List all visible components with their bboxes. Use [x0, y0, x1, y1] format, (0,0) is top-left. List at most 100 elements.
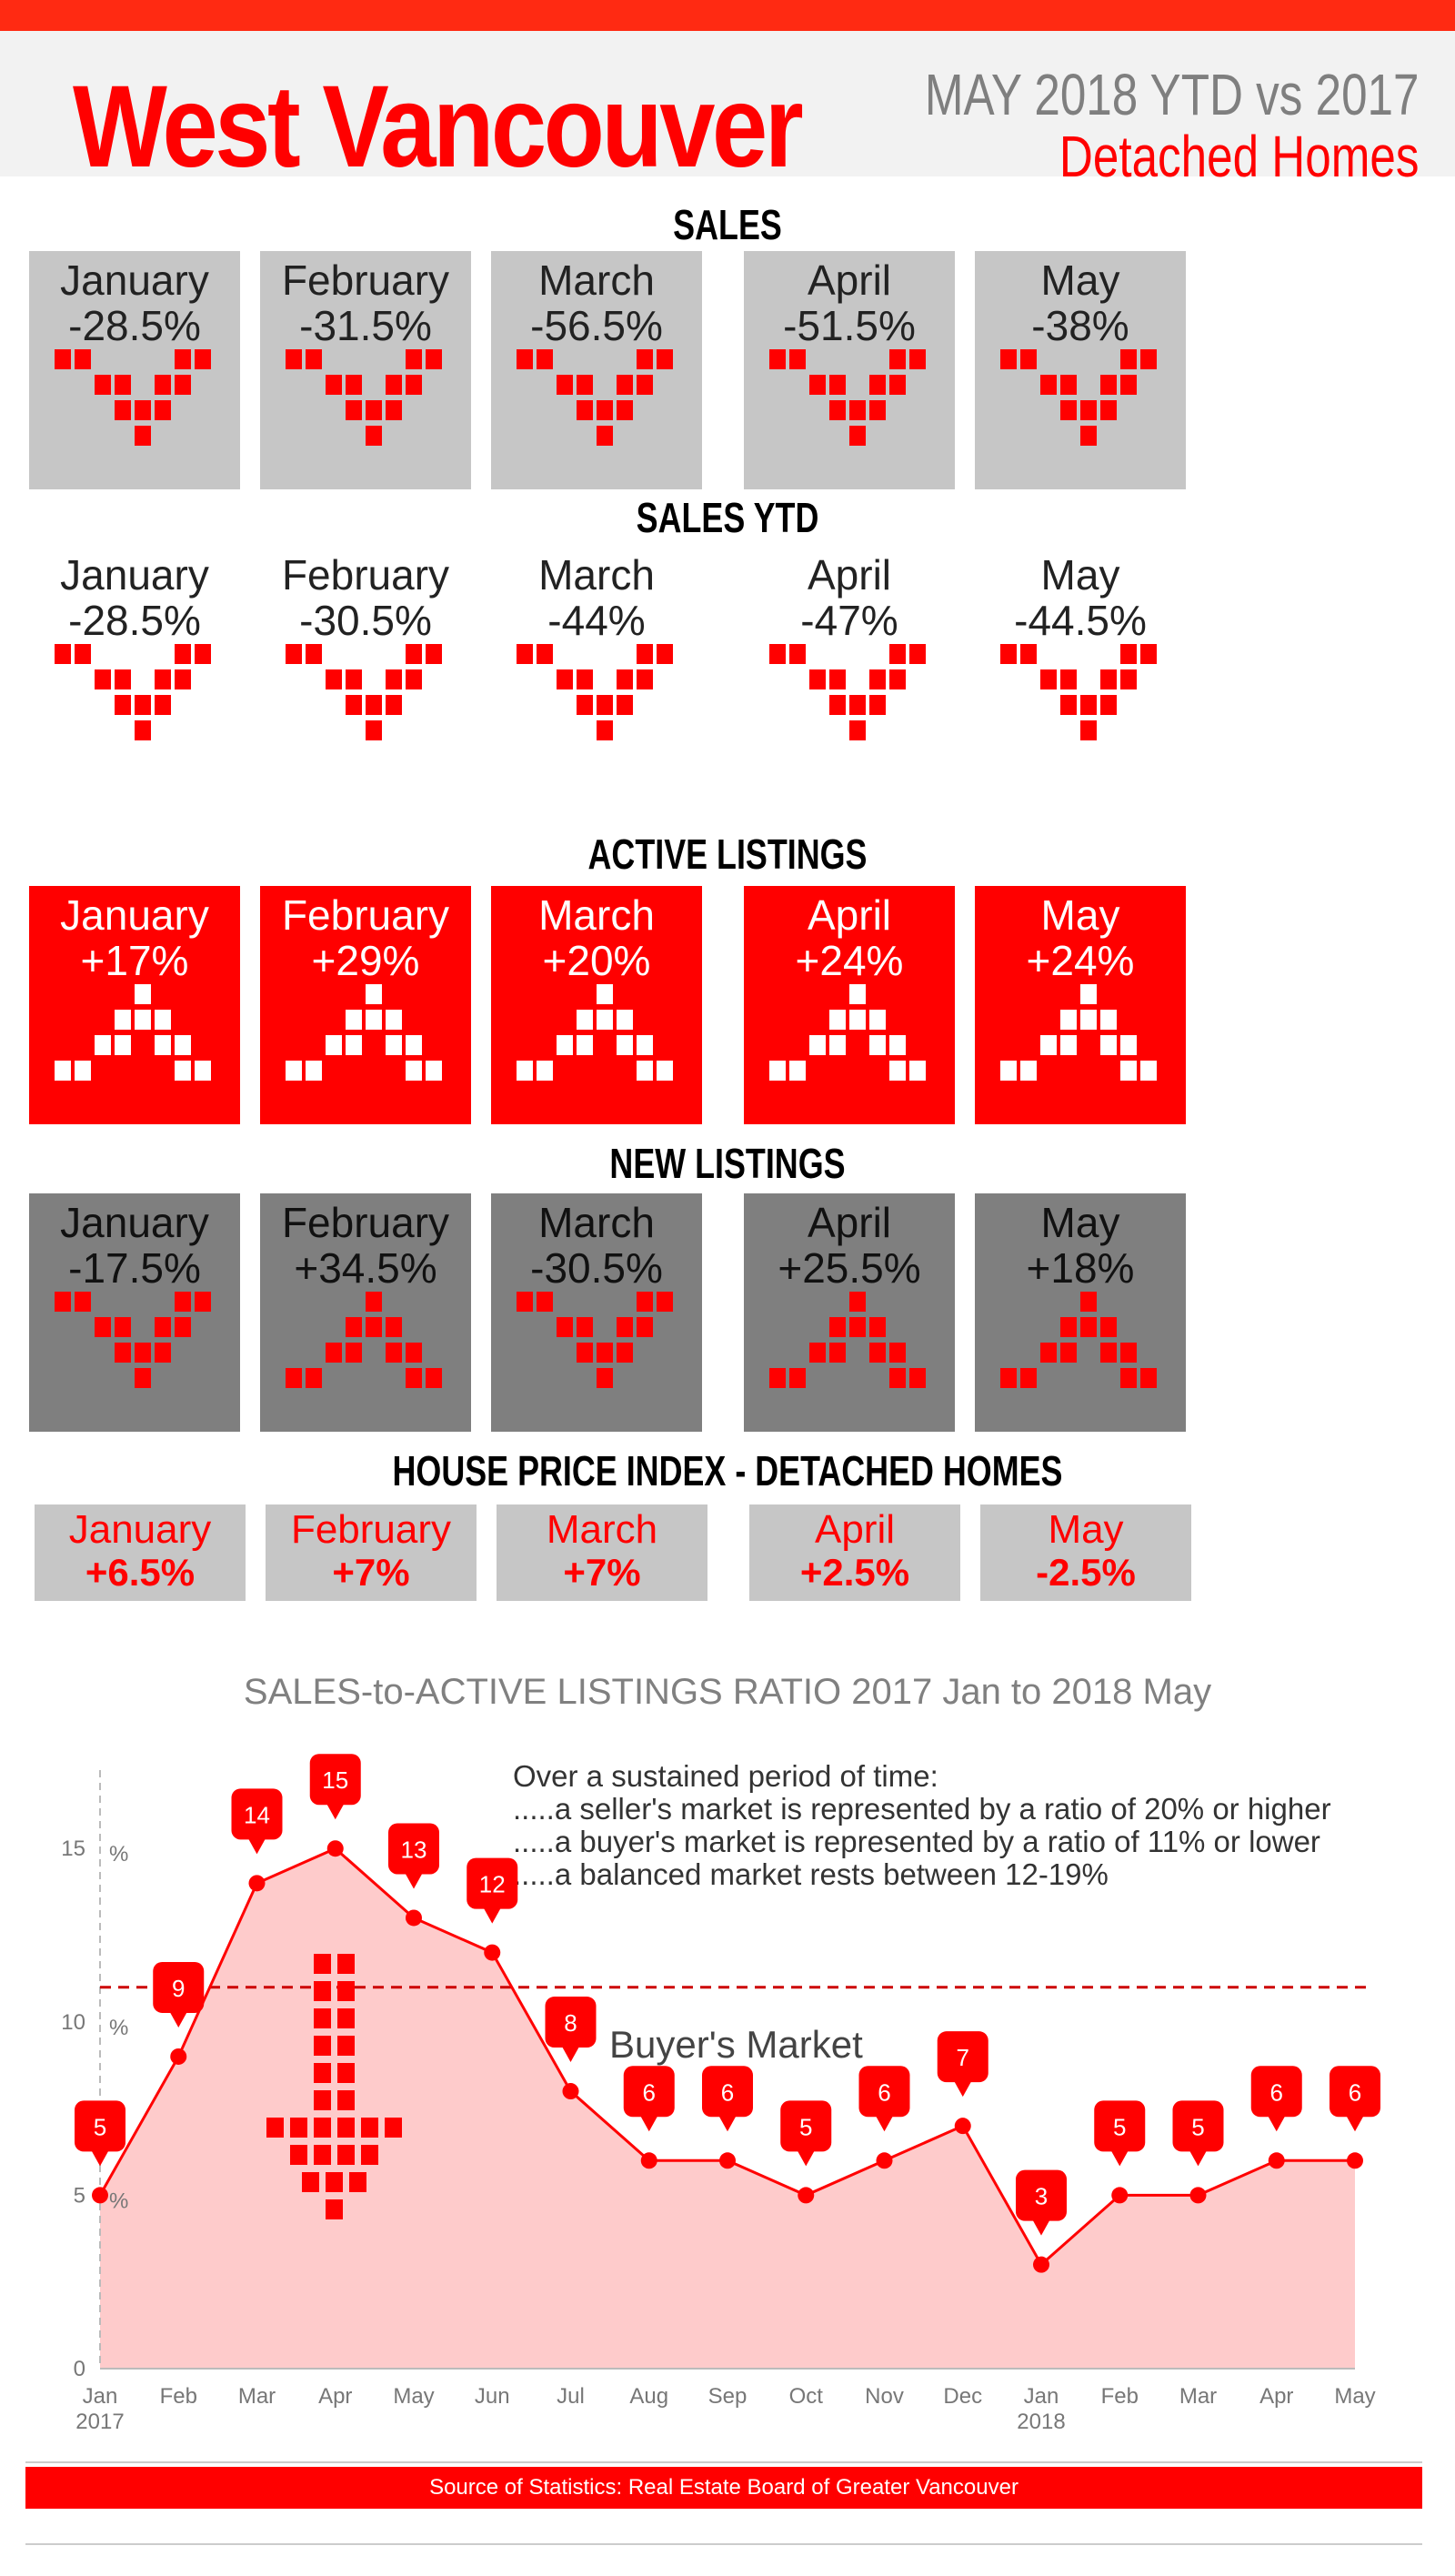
svg-text:6: 6 — [721, 2078, 734, 2106]
arrow-pixel — [115, 1035, 131, 1055]
tile-month: April — [807, 257, 892, 304]
new-listings-tile: January -17.5% — [29, 1193, 240, 1432]
data-label: 6 — [858, 2066, 910, 2132]
data-label: 9 — [153, 1961, 205, 2028]
tile-month: January — [60, 1199, 209, 1246]
arrow-pixel — [366, 984, 382, 1004]
sales-tile: January -28.5% — [29, 251, 240, 489]
hpi-tile: March +7% — [497, 1504, 707, 1601]
arrow-pixel — [1000, 1061, 1017, 1081]
arrow-pixel — [155, 1317, 171, 1337]
arrow-pixel — [406, 669, 422, 689]
arrow-pixel — [366, 400, 382, 420]
period-subtitle: MAY 2018 YTD vs 2017 — [924, 62, 1419, 127]
arrow-pixel — [1040, 669, 1057, 689]
arrow-pixel — [829, 669, 846, 689]
arrow-pixel — [95, 1317, 111, 1337]
arrow-pixel — [557, 1035, 573, 1055]
data-label: 5 — [75, 2100, 125, 2167]
data-point — [1189, 2187, 1207, 2204]
arrow-pixel — [175, 669, 191, 689]
arrow-pixel — [1060, 375, 1077, 395]
arrow-pixel — [55, 349, 71, 369]
arrow-pixel — [1140, 1061, 1157, 1081]
arrow-pixel — [1020, 349, 1037, 369]
tile-value: -56.5% — [530, 302, 663, 349]
buyers-market-arrow-block — [337, 1954, 355, 1974]
chart-title: SALES-to-ACTIVE LISTINGS RATIO 2017 Jan … — [243, 1672, 1212, 1712]
buyers-market-arrow-block — [361, 2118, 378, 2138]
data-label: 8 — [545, 1997, 597, 2063]
arrow-pixel — [346, 1035, 362, 1055]
arrow-pixel — [426, 644, 442, 664]
tile-month: March — [538, 891, 655, 939]
arrow-pixel — [155, 669, 171, 689]
arrow-pixel — [155, 1010, 171, 1030]
arrow-pixel — [406, 1035, 422, 1055]
hpi-value: +6.5% — [85, 1551, 196, 1594]
arrow-pixel — [175, 1061, 191, 1081]
arrow-pixel — [1060, 669, 1077, 689]
svg-text:6: 6 — [878, 2078, 890, 2106]
arrow-pixel — [386, 375, 402, 395]
sales-ytd-section-title: SALES YTD — [636, 494, 819, 541]
tile-month: February — [281, 257, 450, 304]
buyers-market-arrow-block — [385, 2118, 402, 2138]
new-listings-section-title: NEW LISTINGS — [609, 1140, 846, 1187]
x-tick-label: Feb — [160, 2384, 197, 2409]
hpi-tile: February +7% — [266, 1504, 477, 1601]
arrow-pixel — [869, 400, 886, 420]
hpi-month: April — [814, 1507, 896, 1552]
tile-value: -28.5% — [68, 597, 201, 644]
arrow-pixel — [195, 1061, 211, 1081]
arrow-pixel — [1080, 426, 1097, 446]
data-label: 15 — [309, 1754, 361, 1820]
tile-month: May — [1040, 1199, 1120, 1246]
arrow-pixel — [577, 1035, 593, 1055]
arrow-pixel — [657, 349, 673, 369]
arrow-pixel — [617, 1343, 633, 1363]
arrow-pixel — [769, 1368, 786, 1388]
arrow-pixel — [597, 984, 613, 1004]
arrow-pixel — [637, 1292, 653, 1312]
arrow-down-icon — [1000, 644, 1157, 740]
arrow-pixel — [135, 1010, 151, 1030]
arrow-pixel — [889, 1061, 906, 1081]
arrow-pixel — [789, 349, 806, 369]
arrow-pixel — [1120, 1343, 1137, 1363]
tile-value: -30.5% — [299, 597, 432, 644]
arrow-pixel — [1000, 1368, 1017, 1388]
hpi-value: +7% — [563, 1551, 641, 1594]
tile-value: +17% — [80, 937, 189, 984]
arrow-pixel — [366, 1010, 382, 1030]
arrow-pixel — [286, 1368, 302, 1388]
arrow-pixel — [386, 1035, 402, 1055]
arrow-pixel — [869, 695, 886, 715]
svg-text:3: 3 — [1035, 2183, 1048, 2210]
arrow-pixel — [517, 349, 533, 369]
arrow-pixel — [557, 669, 573, 689]
hpi-month: January — [68, 1507, 212, 1552]
x-tick-label: Jan — [1024, 2384, 1059, 2409]
arrow-pixel — [326, 375, 342, 395]
arrow-pixel — [1080, 695, 1097, 715]
arrow-down-icon — [55, 1292, 211, 1388]
svg-text:12: 12 — [479, 1871, 506, 1898]
tile-month: April — [807, 1199, 892, 1246]
arrow-pixel — [849, 400, 866, 420]
arrow-up-icon — [286, 984, 442, 1081]
svg-text:5: 5 — [1113, 2113, 1126, 2140]
arrow-pixel — [617, 1010, 633, 1030]
arrow-pixel — [1000, 644, 1017, 664]
arrow-pixel — [1120, 375, 1137, 395]
data-point — [406, 1909, 422, 1927]
sales-tile: May -38% — [975, 251, 1186, 489]
arrow-pixel — [195, 349, 211, 369]
arrow-pixel — [386, 1343, 402, 1363]
arrow-pixel — [95, 669, 111, 689]
arrow-pixel — [326, 669, 342, 689]
active-listings-tile: March +20% — [491, 886, 702, 1124]
arrow-pixel — [195, 1292, 211, 1312]
buyers-market-arrow-block — [314, 2063, 331, 2083]
arrow-pixel — [637, 349, 653, 369]
